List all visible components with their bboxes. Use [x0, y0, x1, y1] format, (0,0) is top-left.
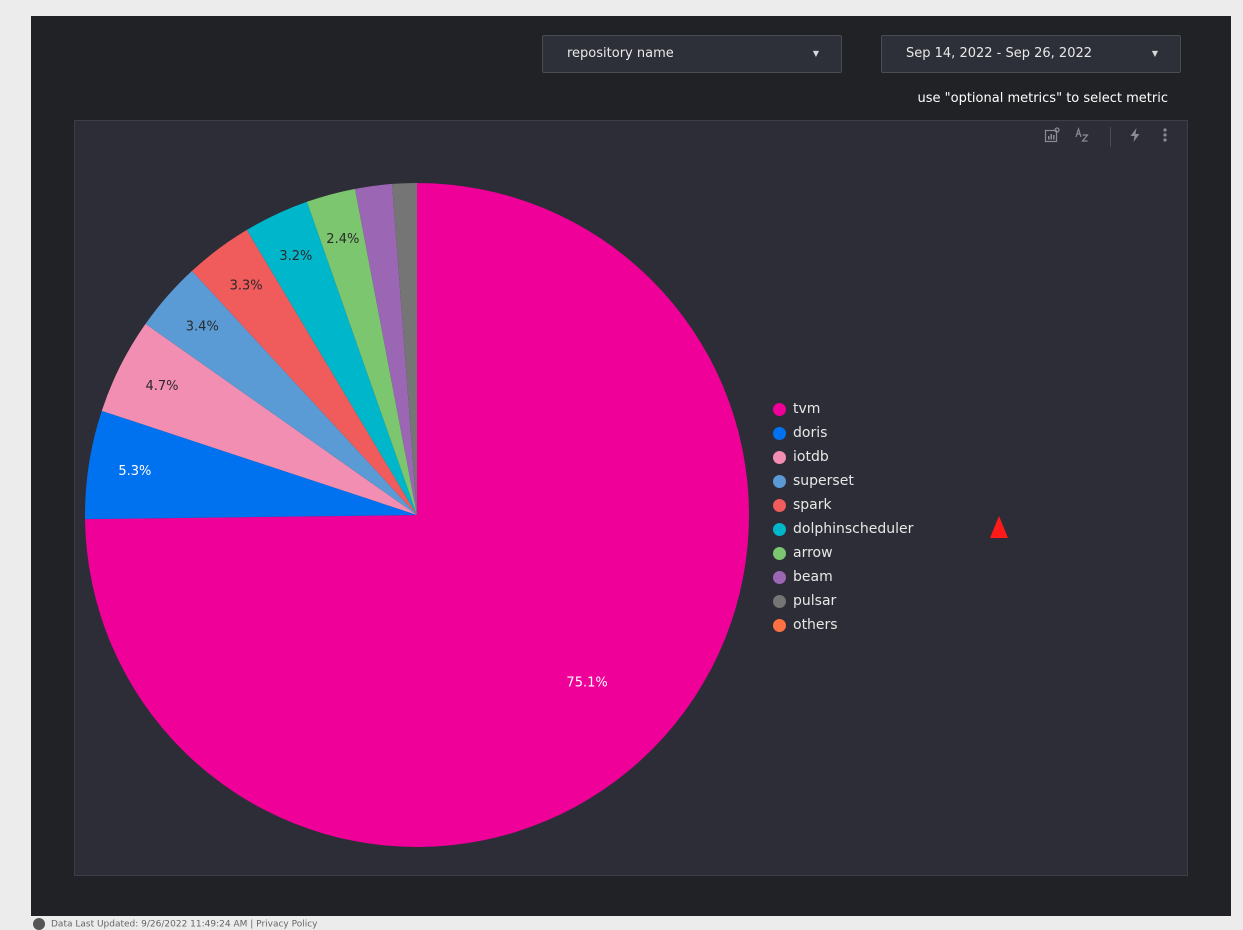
pie-chart: 75.1% 5.3% 4.7% 3.4% 3.3% 3.2% 2.4% [85, 183, 749, 848]
legend-item-dolphinscheduler[interactable]: dolphinscheduler [773, 517, 913, 541]
pie-slice-dolphinscheduler[interactable] [246, 201, 417, 515]
legend-swatch [773, 474, 786, 488]
legend-item-pulsar[interactable]: pulsar [773, 589, 913, 613]
pie-slice-label-iotdb: 4.7% [145, 379, 178, 394]
pie-slice-beam[interactable] [355, 183, 417, 516]
legend-label: tvm [793, 401, 821, 417]
pie-chart-panel: 75.1% 5.3% 4.7% 3.4% 3.3% 3.2% 2.4% [74, 120, 1188, 876]
last-updated-text: Data Last Updated: 9/26/2022 11:49:24 AM [51, 919, 248, 930]
legend-item-spark[interactable]: spark [773, 493, 913, 517]
pie-slice-label-arrow: 2.4% [326, 232, 359, 247]
legend-label: dolphinscheduler [793, 521, 914, 537]
legend-label: others [793, 617, 838, 633]
pie-slice-label-doris: 5.3% [118, 464, 151, 479]
footer-separator: | [250, 919, 254, 930]
mouse-cursor-icon [990, 516, 1008, 538]
pie-slice-label-tvm: 75.1% [566, 675, 607, 690]
chevron-down-icon: ▼ [1151, 49, 1158, 58]
legend-swatch [773, 618, 786, 632]
legend-swatch [773, 498, 786, 512]
legend-item-others[interactable]: others [773, 613, 913, 637]
toolbar-divider [1110, 127, 1111, 147]
pie-slice-doris[interactable] [85, 410, 417, 520]
legend-label: superset [793, 473, 854, 489]
pie-slice-tvm[interactable] [85, 183, 749, 848]
legend-swatch [773, 426, 786, 440]
legend-item-superset[interactable]: superset [773, 469, 913, 493]
legend-swatch [773, 570, 786, 584]
dashboard-canvas: repository name ▼ Sep 14, 2022 - Sep 26,… [31, 16, 1231, 916]
legend-item-iotdb[interactable]: iotdb [773, 445, 913, 469]
pie-slice-pulsar[interactable] [392, 183, 417, 515]
sort-icon[interactable] [1071, 126, 1093, 149]
chevron-down-icon: ▼ [812, 49, 819, 58]
legend-swatch [773, 450, 786, 464]
pie-slice-label-spark: 3.3% [230, 279, 263, 294]
legend-label: doris [793, 425, 828, 441]
pie-slice-superset[interactable] [145, 270, 417, 515]
privacy-policy-link[interactable]: Privacy Policy [256, 919, 318, 930]
legend-item-beam[interactable]: beam [773, 565, 913, 589]
legend-label: iotdb [793, 449, 829, 465]
metric-hint-text: use "optional metrics" to select metric [917, 91, 1169, 106]
legend-swatch [773, 522, 786, 536]
legend-label: spark [793, 497, 832, 513]
chart-legend: tvm doris iotdb superset spark dolphinschedul… [773, 397, 913, 637]
repository-dropdown[interactable]: repository name ▼ [542, 35, 842, 73]
repository-dropdown-label: repository name [567, 46, 674, 61]
legend-label: pulsar [793, 593, 837, 609]
bolt-icon[interactable] [1124, 127, 1146, 149]
footer: Data Last Updated: 9/26/2022 11:49:24 AM… [33, 918, 318, 930]
pie-slice-label-dolphinscheduler: 3.2% [279, 249, 312, 264]
explore-chart-icon[interactable] [1041, 127, 1063, 149]
legend-label: arrow [793, 545, 833, 561]
pie-slice-spark[interactable] [191, 229, 417, 515]
legend-swatch [773, 546, 786, 560]
pie-slice-label-superset: 3.4% [186, 319, 219, 334]
pie-slice-iotdb[interactable] [101, 323, 417, 515]
pie-slice-arrow[interactable] [306, 188, 417, 515]
legend-item-doris[interactable]: doris [773, 421, 913, 445]
legend-item-arrow[interactable]: arrow [773, 541, 913, 565]
date-range-dropdown[interactable]: Sep 14, 2022 - Sep 26, 2022 ▼ [881, 35, 1181, 73]
info-icon [33, 918, 45, 930]
legend-item-tvm[interactable]: tvm [773, 397, 913, 421]
legend-swatch [773, 594, 786, 608]
more-vert-icon[interactable] [1154, 127, 1176, 149]
date-range-label: Sep 14, 2022 - Sep 26, 2022 [906, 46, 1093, 61]
legend-label: beam [793, 569, 833, 585]
legend-swatch [773, 402, 786, 416]
